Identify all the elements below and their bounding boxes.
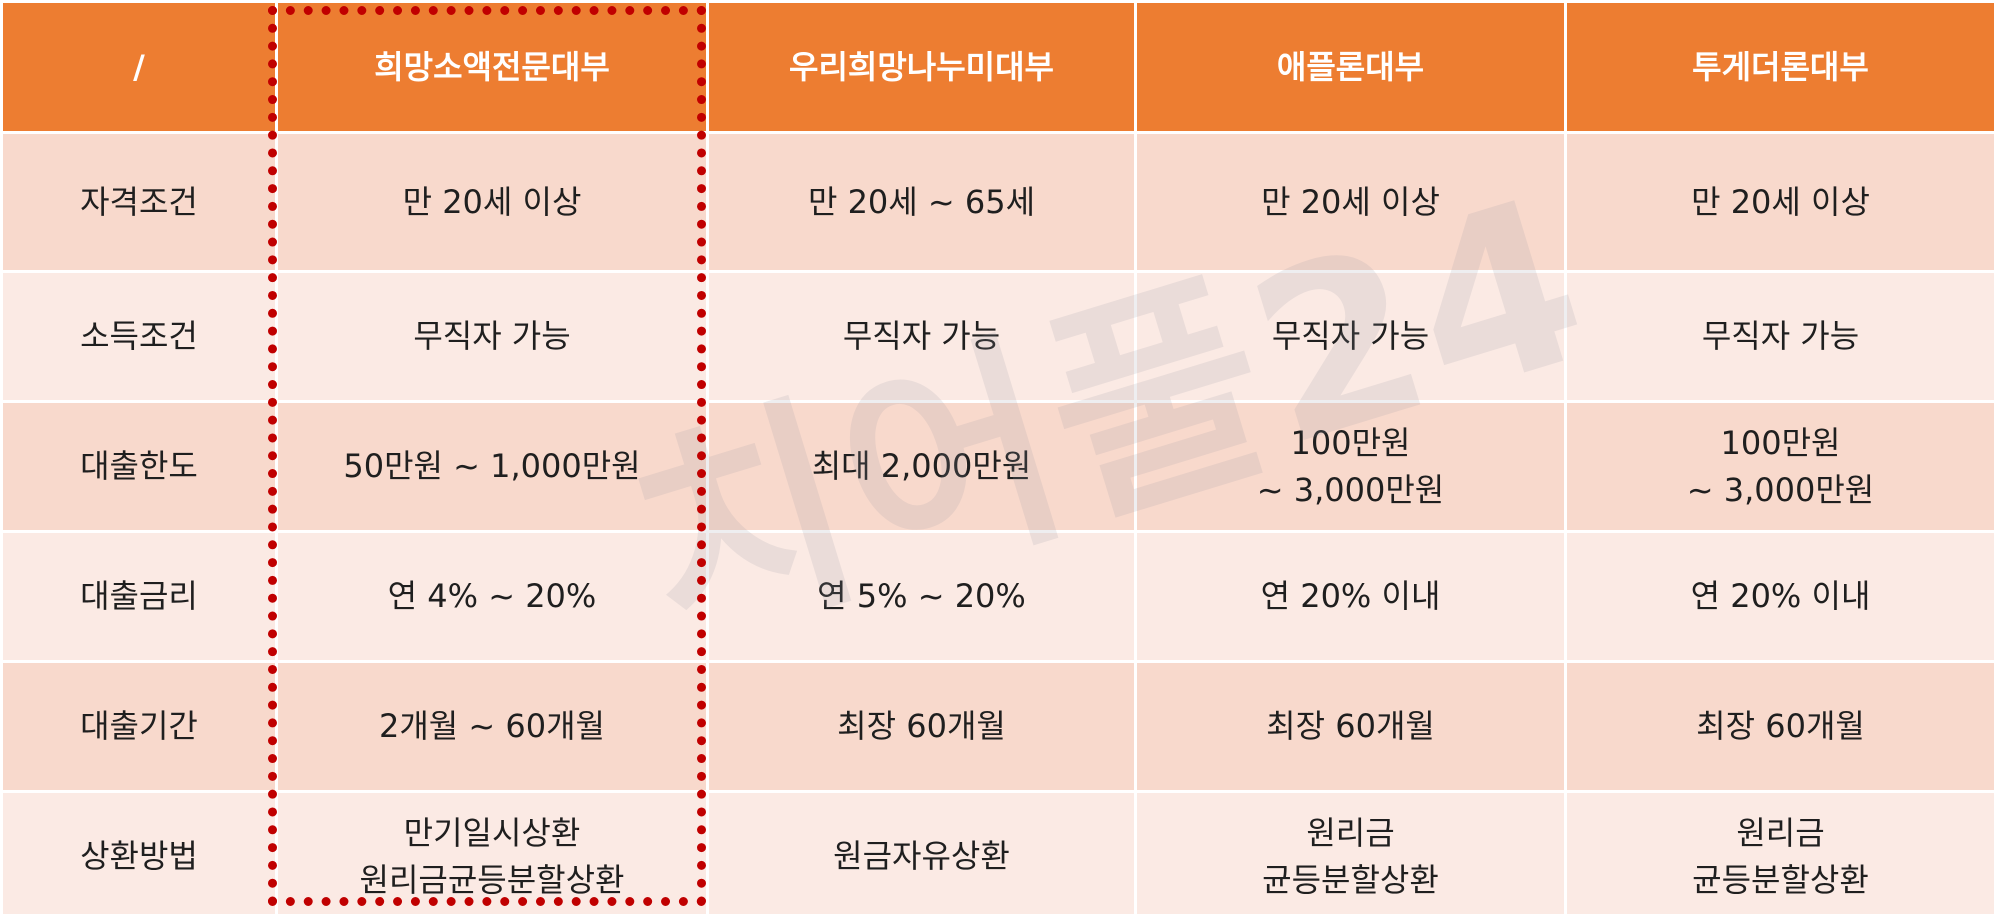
row-label: 대출금리 xyxy=(0,530,278,663)
header-lender-4: 투게더론대부 xyxy=(1564,0,1994,134)
table-cell: 무직자 가능 xyxy=(1564,270,1994,403)
table-cell: 100만원 ~ 3,000만원 xyxy=(1564,400,1994,533)
table-cell: 만기일시상환 원리금균등분할상환 xyxy=(275,790,709,914)
row-label: 상환방법 xyxy=(0,790,278,914)
table-cell: 만 20세 이상 xyxy=(275,131,709,273)
header-lender-1: 희망소액전문대부 xyxy=(275,0,709,134)
table-cell: 최대 2,000만원 xyxy=(706,400,1137,533)
table-cell: 원금자유상환 xyxy=(706,790,1137,914)
row-label: 대출한도 xyxy=(0,400,278,533)
table-row-period: 대출기간 2개월 ~ 60개월 최장 60개월 최장 60개월 최장 60개월 xyxy=(0,660,1994,793)
table-cell: 연 4% ~ 20% xyxy=(275,530,709,663)
table-row-income: 소득조건 무직자 가능 무직자 가능 무직자 가능 무직자 가능 xyxy=(0,270,1994,403)
header-lender-2: 우리희망나누미대부 xyxy=(706,0,1137,134)
table-cell: 2개월 ~ 60개월 xyxy=(275,660,709,793)
table-cell: 연 20% 이내 xyxy=(1564,530,1994,663)
row-label: 대출기간 xyxy=(0,660,278,793)
table-cell: 원리금 균등분할상환 xyxy=(1134,790,1567,914)
header-lender-3: 애플론대부 xyxy=(1134,0,1567,134)
table-cell: 만 20세 이상 xyxy=(1564,131,1994,273)
table-cell: 연 5% ~ 20% xyxy=(706,530,1137,663)
table-cell: 무직자 가능 xyxy=(1134,270,1567,403)
table-row-limit: 대출한도 50만원 ~ 1,000만원 최대 2,000만원 100만원 ~ 3… xyxy=(0,400,1994,533)
table-row-interest: 대출금리 연 4% ~ 20% 연 5% ~ 20% 연 20% 이내 연 20… xyxy=(0,530,1994,663)
row-label: 자격조건 xyxy=(0,131,278,273)
table-cell: 무직자 가능 xyxy=(275,270,709,403)
table-cell: 원리금 균등분할상환 xyxy=(1564,790,1994,914)
row-label: 소득조건 xyxy=(0,270,278,403)
table-row-repayment: 상환방법 만기일시상환 원리금균등분할상환 원금자유상환 원리금 균등분할상환 … xyxy=(0,790,1994,914)
table-row-eligibility: 자격조건 만 20세 이상 만 20세 ~ 65세 만 20세 이상 만 20세… xyxy=(0,131,1994,273)
table-cell: 만 20세 이상 xyxy=(1134,131,1567,273)
table-cell: 최장 60개월 xyxy=(1564,660,1994,793)
table-cell: 연 20% 이내 xyxy=(1134,530,1567,663)
table-cell: 최장 60개월 xyxy=(706,660,1137,793)
table-cell: 50만원 ~ 1,000만원 xyxy=(275,400,709,533)
table-cell: 무직자 가능 xyxy=(706,270,1137,403)
table-cell: 최장 60개월 xyxy=(1134,660,1567,793)
table-cell: 100만원 ~ 3,000만원 xyxy=(1134,400,1567,533)
table-cell: 만 20세 ~ 65세 xyxy=(706,131,1137,273)
header-corner: / xyxy=(0,0,278,134)
header-row: / 희망소액전문대부 우리희망나누미대부 애플론대부 투게더론대부 xyxy=(0,0,1994,134)
